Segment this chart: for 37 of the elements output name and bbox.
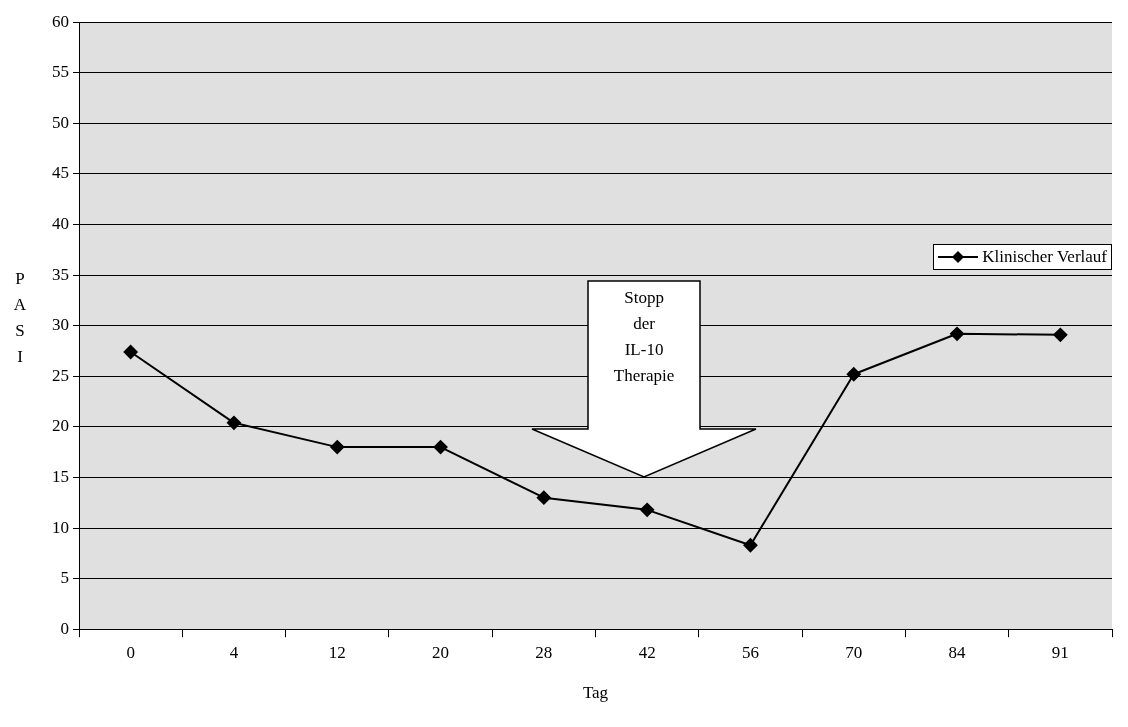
point bbox=[640, 502, 655, 517]
y-tick-label: 20 bbox=[52, 416, 69, 436]
x-tick-label: 91 bbox=[1051, 642, 1069, 662]
point bbox=[330, 440, 345, 455]
x-tick-label: 42 bbox=[638, 642, 656, 662]
point bbox=[743, 538, 758, 553]
point bbox=[950, 326, 965, 341]
y-tick-label: 35 bbox=[52, 264, 69, 284]
y-tick-label: 50 bbox=[52, 112, 69, 132]
point bbox=[123, 345, 138, 359]
x-tick-label: 12 bbox=[328, 642, 346, 662]
y-tick-label: 25 bbox=[52, 365, 69, 385]
x-tick-label: 20 bbox=[432, 642, 450, 662]
x-tick-label: 4 bbox=[229, 642, 239, 662]
y-axis-title: PASI bbox=[12, 267, 28, 368]
y-tick-label: 15 bbox=[52, 466, 69, 486]
point bbox=[536, 490, 551, 505]
x-tick-label: 70 bbox=[845, 642, 863, 662]
point bbox=[1053, 327, 1068, 342]
annotation: Stopp der IL-10 Therapie bbox=[612, 287, 676, 388]
legend-label: Klinischer Verlauf bbox=[982, 247, 1107, 268]
point bbox=[846, 367, 861, 382]
y-tick-label: 60 bbox=[52, 11, 69, 31]
y-tick-label: 40 bbox=[52, 214, 69, 233]
x-tick-label: 28 bbox=[535, 642, 553, 662]
x-tick-label: 56 bbox=[741, 642, 759, 662]
y-tick-label: 55 bbox=[52, 62, 69, 82]
y-tick-label: 45 bbox=[52, 163, 69, 183]
point bbox=[226, 415, 241, 430]
x-tick-label: 0 bbox=[126, 642, 135, 662]
point bbox=[433, 440, 448, 455]
y-tick-label: 5 bbox=[60, 568, 69, 588]
x-tick-label: 84 bbox=[948, 642, 967, 662]
y-tick-label: 30 bbox=[52, 315, 69, 335]
x-axis-title: Tag bbox=[582, 683, 609, 703]
y-tick-label: 0 bbox=[60, 618, 69, 638]
y-tick-label: 10 bbox=[52, 517, 69, 537]
